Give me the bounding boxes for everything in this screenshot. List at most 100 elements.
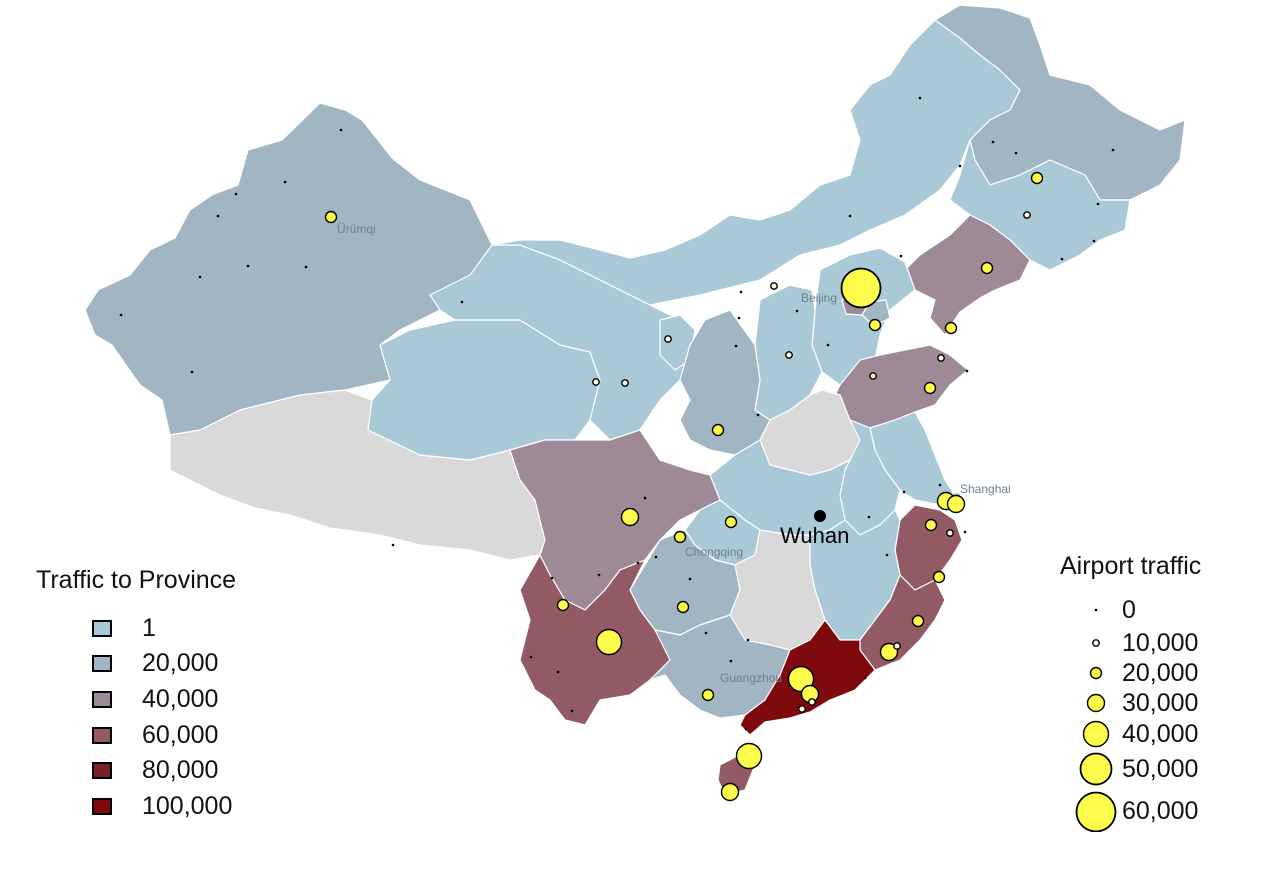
airport-marker[interactable] [556, 670, 560, 674]
airport-marker[interactable] [620, 507, 640, 527]
airport-marker[interactable] [756, 413, 760, 417]
legend-label: 1 [142, 613, 156, 642]
airport-marker[interactable] [688, 577, 692, 581]
airport-marker[interactable] [1111, 148, 1115, 152]
airport-marker[interactable] [991, 140, 995, 144]
airport-marker[interactable] [1030, 171, 1044, 185]
airport-marker[interactable] [770, 282, 778, 290]
airport-marker[interactable] [550, 576, 554, 580]
airport-marker[interactable] [946, 494, 966, 514]
airport-marker[interactable] [918, 96, 922, 100]
airport-marker[interactable] [869, 372, 877, 380]
airport-marker[interactable] [840, 267, 882, 309]
airport-marker[interactable] [946, 529, 954, 537]
airport-marker[interactable] [848, 214, 852, 218]
legend-swatch [92, 726, 112, 744]
airport-marker[interactable] [570, 709, 574, 713]
airport-marker[interactable] [735, 742, 763, 770]
airport-marker[interactable] [744, 727, 748, 731]
airport-marker[interactable] [119, 313, 123, 317]
airport-marker[interactable] [734, 344, 738, 348]
airport-marker[interactable] [963, 530, 967, 534]
airport-marker[interactable] [460, 300, 464, 304]
airport-legend-title: Airport traffic [1060, 552, 1202, 580]
airport-marker[interactable] [1096, 202, 1100, 206]
airport-marker[interactable] [808, 698, 816, 706]
airport-marker[interactable] [863, 676, 867, 680]
airport-marker[interactable] [724, 515, 738, 529]
airport-marker[interactable] [826, 343, 830, 347]
airport-marker[interactable] [676, 600, 690, 614]
airport-marker[interactable] [739, 290, 743, 294]
airport-marker[interactable] [304, 265, 308, 269]
province-zhejiang[interactable] [894, 504, 963, 591]
airport-marker[interactable] [529, 655, 533, 659]
airport-marker[interactable] [795, 309, 799, 313]
label-urumqi: Ürümqi [337, 222, 376, 236]
province-legend-row: 80,000 [92, 755, 218, 785]
airport-marker[interactable] [924, 518, 938, 532]
legend-circle [1092, 639, 1100, 647]
airport-marker[interactable] [867, 515, 871, 519]
airport-marker[interactable] [556, 598, 570, 612]
airport-marker[interactable] [746, 638, 750, 642]
airport-marker[interactable] [932, 570, 946, 584]
airport-marker[interactable] [704, 631, 708, 635]
airport-marker[interactable] [899, 254, 903, 258]
airport-marker[interactable] [902, 490, 906, 494]
airport-marker[interactable] [737, 316, 741, 320]
airport-marker[interactable] [283, 180, 287, 184]
airport-marker[interactable] [198, 275, 202, 279]
airport-marker[interactable] [339, 128, 343, 132]
airport-marker[interactable] [190, 370, 194, 374]
airport-marker[interactable] [1023, 211, 1031, 219]
airports-layer [119, 96, 1115, 802]
airport-marker[interactable] [592, 378, 600, 386]
airport-marker[interactable] [720, 782, 740, 802]
airport-marker[interactable] [711, 423, 725, 437]
airport-marker[interactable] [893, 642, 901, 650]
airport-marker[interactable] [879, 642, 899, 662]
airport-marker[interactable] [324, 210, 338, 224]
legend-swatch [92, 797, 112, 815]
province-legend-row: 40,000 [92, 684, 218, 714]
airport-legend-label: 20,000 [1122, 659, 1199, 687]
airport-marker[interactable] [923, 381, 937, 395]
airport-marker[interactable] [654, 555, 658, 559]
airport-marker[interactable] [391, 543, 395, 547]
airport-marker[interactable] [643, 496, 647, 500]
airport-marker[interactable] [701, 688, 715, 702]
airport-marker[interactable] [885, 553, 889, 557]
airport-marker[interactable] [785, 351, 793, 359]
airport-marker[interactable] [965, 369, 969, 373]
wuhan-marker[interactable] [814, 510, 826, 522]
airport-marker[interactable] [868, 318, 882, 332]
airport-marker[interactable] [636, 561, 640, 565]
airport-marker[interactable] [944, 321, 958, 335]
legend-circle [1089, 666, 1103, 680]
airport-marker[interactable] [673, 530, 687, 544]
province-liaoning[interactable] [904, 214, 1031, 336]
airport-marker[interactable] [664, 335, 672, 343]
airport-marker[interactable] [234, 192, 238, 196]
airport-marker[interactable] [980, 261, 994, 275]
airport-marker[interactable] [621, 379, 629, 387]
airport-marker[interactable] [1014, 151, 1018, 155]
airport-marker[interactable] [597, 573, 601, 577]
airport-marker[interactable] [798, 705, 806, 713]
legend-swatch [92, 654, 112, 672]
legend-label: 20,000 [142, 648, 219, 677]
legend-swatch [92, 619, 112, 637]
airport-marker[interactable] [246, 264, 250, 268]
airport-marker[interactable] [729, 659, 733, 663]
airport-marker[interactable] [1060, 257, 1064, 261]
province-xinjiang[interactable] [84, 102, 493, 436]
airport-marker[interactable] [595, 628, 623, 656]
airport-marker[interactable] [911, 614, 925, 628]
airport-marker[interactable] [216, 214, 220, 218]
airport-marker[interactable] [937, 354, 945, 362]
airport-marker[interactable] [938, 483, 942, 487]
airport-marker[interactable] [958, 164, 962, 168]
airport-marker[interactable] [1092, 239, 1096, 243]
airport-legend-label: 50,000 [1122, 755, 1199, 783]
